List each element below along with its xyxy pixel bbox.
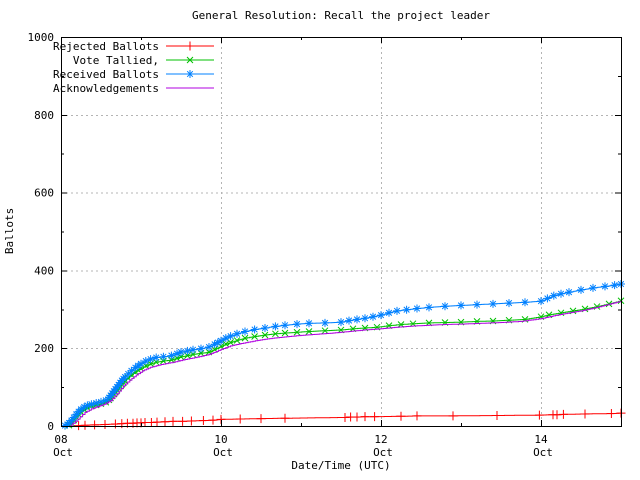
x-tick-label-day: 14	[534, 433, 548, 446]
series-received-ballots	[61, 280, 625, 430]
series-rejected-ballots	[74, 408, 626, 431]
x-tick-label-day: 12	[374, 433, 387, 446]
x-tick-label-month: Oct	[373, 446, 393, 459]
plot-border	[61, 37, 622, 427]
gridlines	[61, 37, 621, 426]
y-tick-label: 400	[34, 264, 54, 277]
x-tick-label-month: Oct	[53, 446, 73, 459]
legend-label-acknowledgements: Acknowledgements	[53, 82, 159, 95]
series-markers-received-ballots	[61, 280, 625, 430]
legend-sample-rejected-ballots	[166, 41, 214, 51]
plot-border-and-ticks	[61, 37, 622, 427]
legend-sample-received-ballots	[166, 70, 214, 78]
legend-label-rejected-ballots: Rejected Ballots	[53, 40, 159, 53]
y-axis-label: Ballots	[3, 208, 16, 254]
legend-label-received-ballots: Received Ballots	[53, 68, 159, 81]
x-tick-label-day: 10	[214, 433, 227, 446]
series-markers-rejected-ballots	[74, 408, 626, 431]
x-tick-label-month: Oct	[533, 446, 553, 459]
legend-label-vote-tallied: Vote Tallied,	[73, 54, 159, 67]
legend-sample-vote-tallied	[166, 56, 214, 64]
series-acknowledgements	[70, 301, 622, 426]
series-line-received-ballots	[65, 283, 622, 427]
y-tick-label: 600	[34, 187, 54, 200]
y-tick-label: 800	[34, 109, 54, 122]
x-axis-label: Date/Time (UTC)	[291, 459, 390, 472]
x-tick-label-day: 08	[54, 433, 67, 446]
y-tick-label: 0	[47, 420, 54, 433]
chart-title: General Resolution: Recall the project l…	[192, 9, 490, 22]
series-line-acknowledgements	[70, 301, 622, 426]
x-tick-label-month: Oct	[213, 446, 233, 459]
y-tick-label: 1000	[28, 31, 55, 44]
y-tick-label: 200	[34, 342, 54, 355]
series-markers-vote-tallied	[65, 297, 625, 429]
series-vote-tallied	[65, 297, 625, 429]
